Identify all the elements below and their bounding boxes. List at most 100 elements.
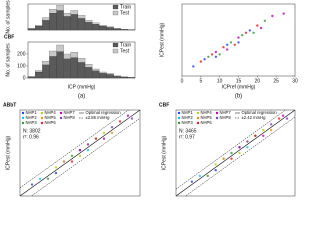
histogram-bar <box>113 28 121 31</box>
scatter-point <box>206 174 209 178</box>
legend-label: NHP4 <box>45 110 57 115</box>
histogram-bar <box>70 14 79 31</box>
histogram-bar <box>106 27 114 31</box>
legend-marker <box>21 111 25 115</box>
x-axis-label: ICP (mmHg) <box>68 84 96 90</box>
scatter-point <box>230 157 233 160</box>
scatter-point <box>241 34 244 37</box>
histogram-bar <box>70 57 79 79</box>
legend-marker <box>21 121 25 125</box>
scatter-point <box>285 117 289 120</box>
histogram-bar <box>42 20 50 31</box>
error-band-line <box>31 117 140 196</box>
histogram-bar <box>84 20 93 23</box>
histogram-bar <box>92 24 100 31</box>
y-tick-label: 100 <box>17 63 26 69</box>
y-axis-label: ICPest (mmHg) <box>161 135 167 170</box>
scatter-point <box>94 137 98 140</box>
panel-title: CBF <box>159 102 169 108</box>
legend-swatch <box>112 48 119 54</box>
plot-frame <box>181 3 296 77</box>
histogram-bar <box>120 76 128 79</box>
y-axis-label: No. of samples <box>5 43 11 77</box>
scatter-point <box>270 128 273 132</box>
histogram-bar <box>49 56 57 79</box>
scatter-point <box>262 134 265 137</box>
histogram-bar <box>27 76 36 79</box>
scatter-point <box>207 55 210 58</box>
x-tick-label: 25 <box>273 78 279 84</box>
legend-label: NHP7 <box>64 110 76 115</box>
scatter-point <box>110 131 114 135</box>
histogram-bar <box>42 64 50 79</box>
legend-marker <box>215 116 219 120</box>
histogram-bar <box>70 10 79 15</box>
panel-label: (a) <box>78 94 85 100</box>
legend-label: ±2.42 mmHg <box>242 115 267 120</box>
scatter-point <box>218 53 221 56</box>
scatter-point <box>46 177 50 180</box>
scatter-point <box>230 151 233 155</box>
histogram-bar <box>106 26 114 28</box>
annotation: r²: 0.97 <box>179 134 195 140</box>
y-axis-label: ICPest (mmHg) <box>5 135 11 170</box>
histogram-bar <box>77 18 86 31</box>
y-tick-label: 200 <box>17 51 26 57</box>
legend-swatch <box>112 10 119 16</box>
scatter-point <box>110 126 114 129</box>
panel-title: CBF <box>4 34 14 40</box>
histogram-bar <box>106 73 114 75</box>
scatter-point <box>214 55 218 58</box>
legend-label: NHP1 <box>182 110 194 115</box>
y-axis-label: No. of samples <box>5 0 11 34</box>
histogram-bar <box>35 25 43 27</box>
scatter-point <box>248 29 251 32</box>
legend-label: Test <box>120 10 130 16</box>
histogram-bar <box>42 61 50 65</box>
scatter-point <box>256 24 259 27</box>
scatter-point <box>238 146 241 149</box>
legend-label: NHP4 <box>201 110 213 115</box>
scatter-point <box>271 14 274 18</box>
legend-marker <box>196 121 200 125</box>
scatter-point <box>222 46 225 49</box>
scatter-point <box>86 143 90 146</box>
scatter-point <box>263 19 267 22</box>
histogram-bar <box>99 26 107 31</box>
error-band-line <box>20 110 129 189</box>
scatter-point <box>198 174 201 178</box>
legend-marker <box>21 116 25 120</box>
legend-label: NHP2 <box>26 115 38 120</box>
legend-label: NHP3 <box>26 120 38 125</box>
scatter-point <box>244 31 248 34</box>
histogram-bar <box>49 50 57 57</box>
histogram-bar <box>35 70 43 73</box>
legend-marker <box>40 111 44 115</box>
legend-label: NHP2 <box>182 115 194 120</box>
histogram-bar <box>49 9 57 14</box>
scatter-point <box>246 140 249 143</box>
scatter-point <box>78 154 82 158</box>
scatter-point <box>246 146 249 149</box>
scatter-point <box>78 148 82 152</box>
scatter-point <box>238 151 241 155</box>
scatter-point <box>282 12 285 15</box>
scatter-point <box>70 154 74 158</box>
scatter-point <box>226 48 229 51</box>
histogram-bar <box>56 44 64 52</box>
histogram-bar <box>56 5 64 11</box>
scatter-point <box>281 114 285 117</box>
legend-marker <box>215 111 219 115</box>
scatter-point <box>30 183 34 186</box>
scatter-point <box>54 171 58 175</box>
histogram-bar <box>84 64 93 68</box>
legend-swatch <box>112 4 119 10</box>
histogram-bar <box>113 76 121 79</box>
scatter-point <box>70 160 74 163</box>
histogram-bar <box>77 58 86 63</box>
scatter-point <box>259 26 263 30</box>
histogram-bar <box>35 71 43 79</box>
scatter-point <box>222 157 225 160</box>
x-tick-label: 30 <box>292 78 298 84</box>
